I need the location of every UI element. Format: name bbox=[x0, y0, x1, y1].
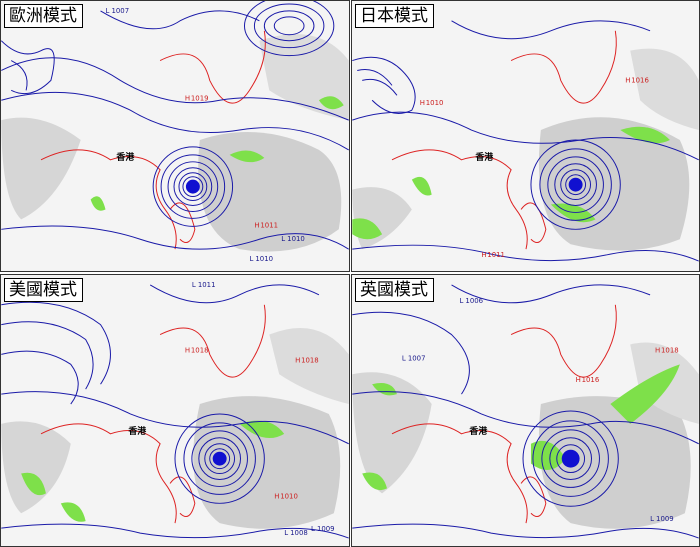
pressure-label: H bbox=[655, 346, 660, 354]
pressure-label: H bbox=[185, 94, 190, 102]
map-us-model: 香港 L 1011 H 1018 H 1018 H 1010 L 1008 L … bbox=[1, 275, 349, 546]
pressure-value: 1018 bbox=[191, 346, 209, 354]
pressure-value: 1010 bbox=[255, 255, 273, 263]
model-title: 歐洲模式 bbox=[4, 4, 83, 28]
pressure-value: 1009 bbox=[317, 525, 335, 533]
map-japan-model: 香港 H 1016 H 1010 H 1011 bbox=[352, 1, 699, 271]
pressure-label: H bbox=[576, 376, 581, 384]
model-title: 日本模式 bbox=[355, 4, 434, 28]
pressure-value: 1011 bbox=[198, 281, 216, 289]
panel-japan-model: 香港 H 1016 H 1010 H 1011 日本模式 bbox=[351, 0, 700, 272]
model-title: 英國模式 bbox=[355, 278, 434, 302]
pressure-value: 1018 bbox=[301, 356, 319, 364]
pressure-label: L bbox=[284, 529, 288, 537]
pressure-value: 1016 bbox=[631, 76, 649, 84]
pressure-label: L bbox=[281, 235, 285, 243]
map-uk-model: 香港 L 1006 L 1007 H 1016 H 1018 L 1009 bbox=[352, 275, 699, 546]
pressure-label: L bbox=[249, 255, 253, 263]
pressure-value: 1010 bbox=[280, 492, 298, 500]
pressure-label: L bbox=[311, 525, 315, 533]
pressure-value: 1019 bbox=[191, 94, 209, 102]
hong-kong-label: 香港 bbox=[127, 425, 147, 437]
pressure-value: 1008 bbox=[290, 529, 308, 537]
pressure-value: 1006 bbox=[465, 297, 483, 305]
hong-kong-label: 香港 bbox=[115, 151, 135, 163]
pressure-label: H bbox=[420, 99, 425, 107]
pressure-label: H bbox=[481, 251, 486, 259]
pressure-value: 1016 bbox=[582, 376, 600, 384]
pressure-value: 1011 bbox=[260, 221, 278, 229]
pressure-value: 1009 bbox=[656, 515, 674, 523]
pressure-label: H bbox=[274, 492, 279, 500]
pressure-label: L bbox=[459, 297, 463, 305]
pressure-label: H bbox=[625, 76, 630, 84]
pressure-label: L bbox=[402, 354, 406, 362]
panel-uk-model: 香港 L 1006 L 1007 H 1016 H 1018 L 1009 英國… bbox=[351, 274, 700, 547]
model-title: 美國模式 bbox=[4, 278, 83, 302]
pressure-label: H bbox=[295, 356, 300, 364]
pressure-label: L bbox=[192, 281, 196, 289]
panel-us-model: 香港 L 1011 H 1018 H 1018 H 1010 L 1008 L … bbox=[0, 274, 350, 547]
pressure-label: L bbox=[650, 515, 654, 523]
pressure-value: 1007 bbox=[408, 354, 426, 362]
pressure-label: H bbox=[254, 221, 259, 229]
pressure-value: 1007 bbox=[111, 7, 129, 15]
pressure-label: H bbox=[185, 346, 190, 354]
panel-european-model: 香港 H 1019 H 1011 L 1010 L 1007 L 1010 歐洲… bbox=[0, 0, 350, 272]
pressure-value: 1011 bbox=[487, 251, 505, 259]
pressure-value: 1010 bbox=[426, 99, 444, 107]
pressure-value: 1010 bbox=[287, 235, 305, 243]
pressure-value: 1018 bbox=[661, 346, 679, 354]
pressure-label: L bbox=[106, 7, 110, 15]
hong-kong-label: 香港 bbox=[468, 425, 488, 437]
hong-kong-label: 香港 bbox=[474, 151, 494, 163]
map-european-model: 香港 H 1019 H 1011 L 1010 L 1007 L 1010 bbox=[1, 1, 349, 271]
